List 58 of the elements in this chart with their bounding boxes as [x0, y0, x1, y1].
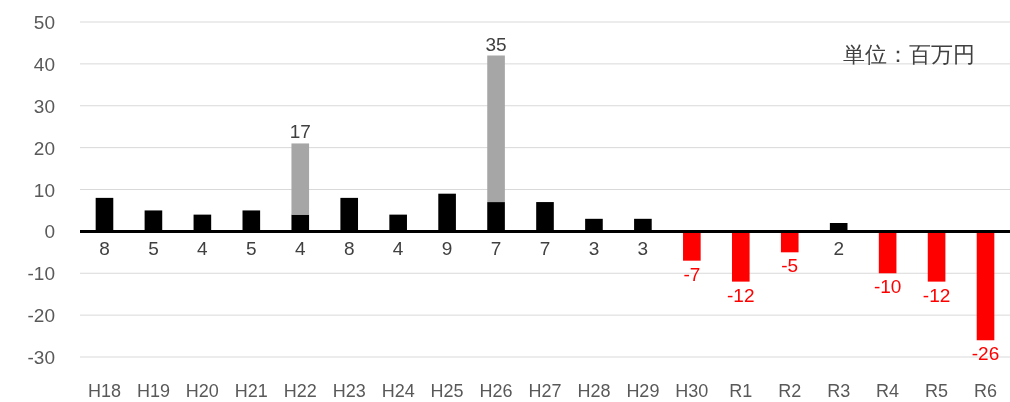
x-tick-label: H22: [283, 381, 317, 401]
x-tick-label: H23: [332, 381, 366, 401]
data-label: -10: [873, 276, 902, 298]
x-tick-label: H24: [381, 381, 415, 401]
data-label: 4: [197, 238, 209, 260]
data-label: 2: [833, 238, 844, 260]
y-tick-label: -10: [27, 263, 55, 285]
data-label: -5: [781, 255, 799, 277]
x-tick-label: H21: [234, 381, 268, 401]
x-tick-label: H19: [136, 381, 170, 401]
x-tick-label: H29: [626, 381, 660, 401]
data-label: 3: [637, 238, 649, 260]
y-tick-label: 30: [33, 95, 55, 117]
data-label: 3: [588, 238, 600, 260]
data-label: -12: [922, 284, 951, 306]
y-tick-label: -20: [27, 305, 55, 327]
data-label: -26: [971, 343, 1000, 365]
bar: [976, 231, 995, 341]
x-tick-label: R6: [974, 381, 998, 401]
y-tick-label: -30: [27, 347, 55, 368]
data-label: 4: [294, 238, 306, 260]
x-tick-label: H27: [528, 381, 562, 401]
x-tick-label: H30: [675, 381, 709, 401]
y-tick-label: 20: [33, 137, 55, 159]
y-tick-label: 50: [33, 12, 55, 33]
bar: [731, 231, 750, 282]
y-tick-label: 10: [33, 179, 55, 201]
data-label: -7: [683, 263, 701, 285]
x-tick-label: R1: [729, 381, 753, 401]
bar: [878, 231, 897, 274]
x-tick-label: R2: [778, 381, 802, 401]
data-label: 5: [148, 238, 159, 260]
bar: [927, 231, 946, 282]
data-label: 17: [289, 121, 311, 143]
x-tick-label: R4: [876, 381, 900, 401]
x-tick-label: H25: [430, 381, 464, 401]
data-label: 35: [485, 33, 507, 55]
data-label: 8: [99, 238, 110, 260]
x-tick-label: R5: [925, 381, 949, 401]
data-label: 4: [392, 238, 404, 260]
annotation: 単位：百万円: [843, 42, 975, 67]
bar: [291, 143, 310, 215]
data-label: 9: [441, 238, 453, 260]
data-label: 7: [490, 238, 502, 260]
data-label: -12: [727, 284, 755, 306]
data-label: 8: [343, 238, 355, 260]
x-tick-label: H26: [479, 381, 513, 401]
x-tick-label: H28: [577, 381, 611, 401]
bar: [780, 231, 799, 253]
x-tick-label: H20: [185, 381, 219, 401]
bar: [487, 55, 505, 203]
x-tick-label: H18: [87, 381, 121, 401]
data-label: 5: [246, 238, 257, 260]
y-tick-label: 40: [33, 53, 55, 75]
bar: [683, 231, 701, 261]
data-label: 7: [539, 238, 551, 260]
x-tick-label: R3: [827, 381, 851, 401]
y-tick-label: 0: [44, 221, 55, 243]
